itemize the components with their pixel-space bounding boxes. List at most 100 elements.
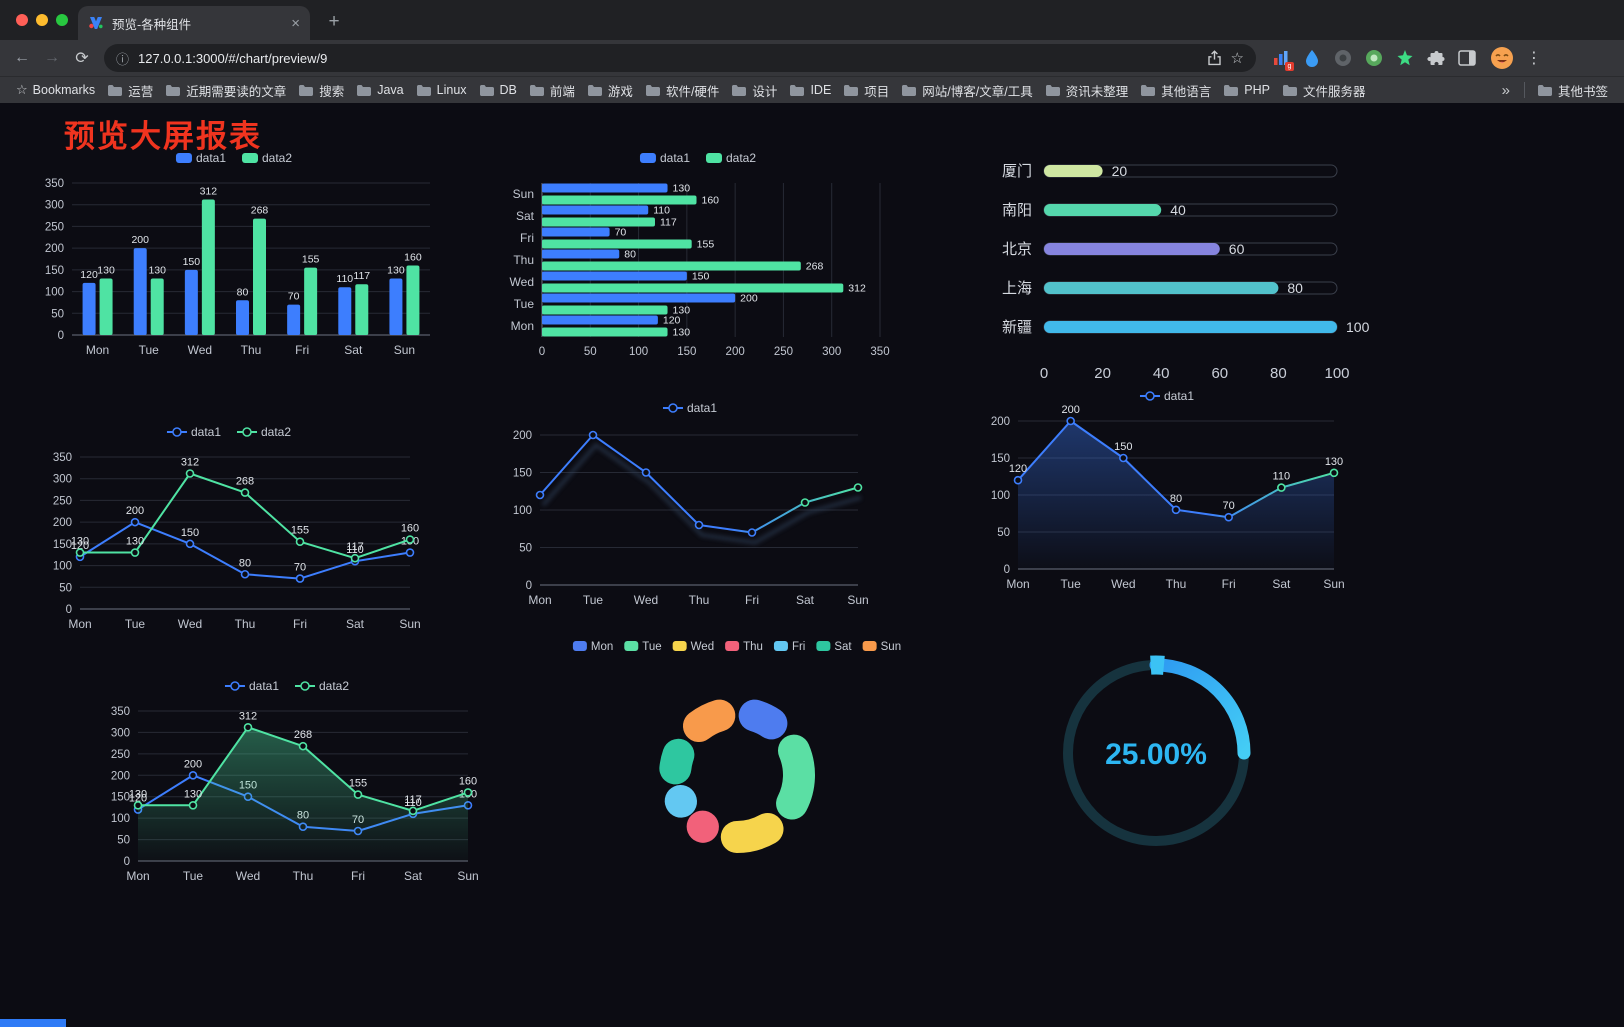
bookmark-folder[interactable]: DB bbox=[473, 79, 523, 102]
side-panel-icon[interactable] bbox=[1456, 47, 1478, 69]
bookmarks-manager[interactable]: ☆ Bookmarks bbox=[10, 80, 101, 100]
svg-text:250: 250 bbox=[45, 221, 64, 233]
reload-button[interactable]: ⟳ bbox=[75, 50, 89, 67]
chart-horizontal-bar[interactable]: data1 data2 0 50 100 150 200 250 300 350 Mon Tue Wed… bbox=[498, 149, 898, 371]
bookmark-label: Linux bbox=[436, 83, 467, 97]
gauge-canvas: 25.00% bbox=[1063, 655, 1251, 846]
line-area-canvas: data1 0 50 100 150 200 Mon Tue Wed Thu Fri Sat Sun 12… bbox=[991, 389, 1345, 591]
bookmark-folder[interactable]: 游戏 bbox=[581, 79, 639, 102]
svg-text:data2: data2 bbox=[262, 151, 292, 165]
bookmark-label: DB bbox=[499, 83, 517, 97]
svg-text:100: 100 bbox=[53, 561, 72, 573]
puzzle-icon[interactable] bbox=[1425, 47, 1447, 69]
green-circle-extension-icon[interactable] bbox=[1363, 47, 1385, 69]
svg-text:130: 130 bbox=[673, 327, 691, 339]
legend-item[interactable]: Wed bbox=[672, 641, 714, 653]
svg-text:200: 200 bbox=[740, 293, 758, 305]
new-tab-button[interactable]: + bbox=[328, 11, 340, 32]
profile-avatar[interactable] bbox=[1490, 46, 1514, 70]
svg-text:300: 300 bbox=[53, 474, 72, 486]
svg-text:100: 100 bbox=[991, 490, 1010, 502]
svg-text:50: 50 bbox=[117, 835, 130, 847]
chart-grouped-bar[interactable]: data1 data2 0 50 100 150 200 250 300 350 Mon Tue Wed… bbox=[28, 147, 440, 367]
svg-text:300: 300 bbox=[45, 200, 64, 212]
svg-text:155: 155 bbox=[291, 525, 309, 537]
bookmark-folder[interactable]: 搜索 bbox=[292, 79, 350, 102]
svg-text:110: 110 bbox=[336, 273, 353, 285]
other-bookmarks[interactable]: 其他书签 bbox=[1531, 79, 1614, 102]
tab-close-icon[interactable]: × bbox=[291, 14, 300, 32]
legend-item[interactable]: data2 bbox=[237, 425, 291, 439]
legend-item[interactable]: Fri bbox=[773, 641, 805, 653]
bookmark-folder[interactable]: 项目 bbox=[837, 79, 895, 102]
svg-text:130: 130 bbox=[148, 265, 166, 277]
chart-area-line[interactable]: data1 0 50 100 150 200 Mon Tue Wed Thu Fri Sat Sun 12… bbox=[978, 385, 1356, 599]
green-star-extension-icon[interactable] bbox=[1394, 47, 1416, 69]
chart-dual-line-area[interactable]: data1 data2 0 50 100 150 200 250 300 350 Mon Tue Wed… bbox=[90, 675, 484, 893]
legend-item[interactable]: Sun bbox=[862, 641, 901, 653]
bookmark-folder[interactable]: 资讯未整理 bbox=[1039, 79, 1135, 102]
bookmark-folder[interactable]: PHP bbox=[1217, 79, 1276, 102]
legend-item[interactable]: data1 bbox=[639, 151, 690, 165]
dark-circle-extension-icon[interactable] bbox=[1332, 47, 1354, 69]
bookmark-folder[interactable]: 网站/博客/文章/工具 bbox=[895, 79, 1038, 102]
drop-extension-icon[interactable] bbox=[1301, 47, 1323, 69]
chart-donut[interactable]: Mon Tue Wed Thu Fri Sat Sun bbox=[540, 635, 934, 975]
bottom-progress-bar bbox=[0, 1019, 66, 1027]
browser-tab[interactable]: 预览-各种组件 × bbox=[78, 6, 310, 40]
svg-text:Wed: Wed bbox=[178, 617, 202, 631]
chart-legend: data1 data2 bbox=[175, 151, 292, 165]
bookmark-folder[interactable]: 前端 bbox=[523, 79, 581, 102]
bookmark-folder[interactable]: 其他语言 bbox=[1134, 79, 1217, 102]
close-window-button[interactable] bbox=[16, 14, 28, 26]
stats-extension-icon[interactable]: g bbox=[1270, 47, 1294, 71]
bookmark-star-icon[interactable]: ☆ bbox=[1230, 50, 1244, 67]
share-icon[interactable] bbox=[1207, 50, 1222, 66]
back-button[interactable]: ← bbox=[14, 49, 30, 66]
folder-icon bbox=[732, 84, 747, 96]
legend-item[interactable]: data1 bbox=[662, 401, 717, 415]
legend-item[interactable]: data1 bbox=[1139, 389, 1194, 403]
legend-item[interactable]: data2 bbox=[295, 679, 349, 693]
bookmark-folder[interactable]: 近期需要读的文章 bbox=[159, 79, 292, 102]
svg-text:Tue: Tue bbox=[514, 297, 535, 311]
chart-capsule-ranking[interactable]: 厦门 20 南阳 40 北京 60 上海 80 新疆 100 0 20 40 60 80 100 bbox=[984, 151, 1382, 391]
legend-item[interactable]: data2 bbox=[242, 151, 292, 165]
bookmark-folder[interactable]: 设计 bbox=[725, 79, 783, 102]
bookmark-folder[interactable]: 文件服务器 bbox=[1276, 79, 1372, 102]
legend-item[interactable]: Sat bbox=[816, 641, 852, 653]
bookmark-folder[interactable]: 运营 bbox=[101, 79, 159, 102]
forward-button[interactable]: → bbox=[44, 49, 60, 66]
url-text[interactable]: 127.0.0.1:3000/#/chart/preview/9 bbox=[138, 50, 328, 66]
chart-gauge-percent[interactable]: 25.00% bbox=[1036, 637, 1278, 875]
legend-item[interactable]: Tue bbox=[624, 641, 662, 653]
legend-item[interactable]: data1 bbox=[175, 151, 226, 165]
legend-item[interactable]: data1 bbox=[166, 425, 221, 439]
bookmarks-overflow-chevron[interactable]: » bbox=[1501, 81, 1510, 99]
chart-gradient-line[interactable]: data1 0 50 100 150 200 Mon Tue Wed Thu Fri Sat Sun bbox=[498, 397, 882, 615]
legend-item[interactable]: data2 bbox=[706, 151, 756, 165]
svg-text:data2: data2 bbox=[726, 151, 756, 165]
legend-item[interactable]: Thu bbox=[725, 641, 763, 653]
folder-icon bbox=[1224, 84, 1239, 96]
svg-text:150: 150 bbox=[677, 346, 696, 358]
maximize-window-button[interactable] bbox=[56, 14, 68, 26]
address-bar[interactable]: ⓘ 127.0.0.1:3000/#/chart/preview/9 ☆ bbox=[104, 44, 1256, 72]
bookmark-folder[interactable]: IDE bbox=[783, 79, 837, 102]
bookmark-folder[interactable]: 软件/硬件 bbox=[639, 79, 725, 102]
folder-icon bbox=[1141, 84, 1156, 96]
svg-text:130: 130 bbox=[387, 265, 405, 277]
svg-text:155: 155 bbox=[697, 239, 715, 251]
legend-item[interactable]: Mon bbox=[572, 641, 613, 653]
bookmark-folder[interactable]: Linux bbox=[410, 79, 473, 102]
legend-item[interactable]: data1 bbox=[224, 679, 279, 693]
svg-text:110: 110 bbox=[1273, 471, 1291, 483]
svg-text:100: 100 bbox=[629, 346, 648, 358]
menu-icon[interactable]: ⋮ bbox=[1526, 50, 1542, 67]
minimize-window-button[interactable] bbox=[36, 14, 48, 26]
site-info-icon[interactable]: ⓘ bbox=[116, 51, 130, 67]
chart-dual-line[interactable]: data1 data2 0 50 100 150 200 250 300 350 Mon Tue Wed… bbox=[34, 421, 424, 641]
svg-text:120: 120 bbox=[80, 269, 98, 281]
svg-text:350: 350 bbox=[45, 178, 64, 190]
bookmark-folder[interactable]: Java bbox=[350, 79, 409, 102]
